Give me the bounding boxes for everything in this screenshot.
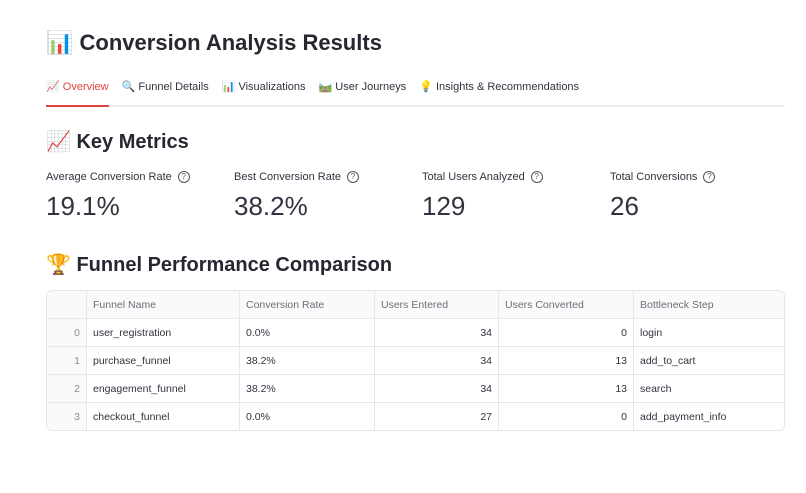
table-cell: engagement_funnel <box>87 375 240 403</box>
column-header[interactable]: Funnel Name <box>87 291 240 319</box>
column-header[interactable]: Conversion Rate <box>240 291 375 319</box>
metric-value: 129 <box>422 191 466 221</box>
tab-overview[interactable]: 📈 Overview <box>46 80 109 107</box>
table-cell: 38.2% <box>240 347 375 375</box>
funnel-comparison-table[interactable]: Funnel Name Conversion Rate Users Entered U… <box>46 290 785 431</box>
table-cell: 34 <box>375 375 499 403</box>
metric-best-conversion-rate: Best Conversion Rate? 38.2% <box>234 171 414 222</box>
row-index: 2 <box>47 375 87 403</box>
tab-insights[interactable]: 💡 Insights & Recommendations <box>419 81 580 93</box>
table-cell: 0 <box>499 319 634 347</box>
table-cell: login <box>634 319 784 347</box>
table-row[interactable]: 0 user_registration 0.0% 34 0 login <box>47 319 784 347</box>
row-index: 0 <box>47 319 87 347</box>
table-row[interactable]: 2 engagement_funnel 38.2% 34 13 search <box>47 375 784 403</box>
metric-label: Total Conversions <box>610 171 698 183</box>
metric-label: Average Conversion Rate <box>46 171 172 183</box>
tab-visualizations[interactable]: 📊 Visualizations <box>221 81 306 93</box>
tab-funnel-details[interactable]: 🔍 Funnel Details <box>121 81 209 93</box>
table-row[interactable]: 1 purchase_funnel 38.2% 34 13 add_to_cart <box>47 347 784 375</box>
metric-label: Total Users Analyzed <box>422 171 525 183</box>
table-cell: 13 <box>499 347 634 375</box>
column-header[interactable]: Users Converted <box>499 291 634 319</box>
column-header[interactable]: Bottleneck Step <box>634 291 784 319</box>
table-cell: 0.0% <box>240 403 375 430</box>
help-icon[interactable]: ? <box>177 171 190 183</box>
help-icon[interactable]: ? <box>703 171 716 183</box>
row-index: 1 <box>47 347 87 375</box>
tab-bar: 📈 Overview 🔍 Funnel Details 📊 Visualizat… <box>46 80 785 107</box>
magnifier-icon: 🔍 <box>121 81 136 93</box>
metric-total-users: Total Users Analyzed? 129 <box>422 171 602 222</box>
metric-value: 38.2% <box>234 191 308 221</box>
trophy-icon: 🏆 <box>46 254 71 276</box>
table-header-row: Funnel Name Conversion Rate Users Entered U… <box>47 291 784 319</box>
table-cell: 34 <box>375 347 499 375</box>
metric-label: Best Conversion Rate <box>234 171 341 183</box>
table-cell: 34 <box>375 319 499 347</box>
table-cell: add_to_cart <box>634 347 784 375</box>
metric-total-conversions: Total Conversions? 26 <box>610 171 790 222</box>
table-cell: user_registration <box>87 319 240 347</box>
railway-icon: 🛤️ <box>318 81 333 93</box>
help-icon[interactable]: ? <box>347 171 359 183</box>
row-index: 3 <box>47 403 87 430</box>
metric-value: 19.1% <box>46 191 120 221</box>
lightbulb-icon: 💡 <box>419 81 433 93</box>
table-cell: 38.2% <box>240 375 375 403</box>
comparison-heading: 🏆 Funnel Performance Comparison <box>46 254 393 276</box>
table-cell: add_payment_info <box>640 410 727 423</box>
help-icon[interactable]: ? <box>530 171 543 183</box>
table-cell: 13 <box>499 375 634 403</box>
table-cell: 0 <box>499 403 634 430</box>
page-title: 📊 Conversion Analysis Results <box>46 30 382 55</box>
key-metrics-heading: 📈 Key Metrics <box>46 131 189 153</box>
table-cell: purchase_funnel <box>87 347 240 375</box>
tab-user-journeys[interactable]: 🛤️ User Journeys <box>318 81 407 93</box>
column-header[interactable]: Users Entered <box>375 291 499 319</box>
metric-value: 26 <box>610 191 639 221</box>
table-cell: search <box>634 375 784 403</box>
chart-up-icon: 📈 <box>46 81 60 93</box>
metric-average-conversion-rate: Average Conversion Rate? 19.1% <box>46 171 226 222</box>
table-cell: 27 <box>375 403 499 430</box>
chart-up-icon: 📈 <box>46 131 71 153</box>
table-cell: 0.0% <box>240 319 375 347</box>
table-row[interactable]: 3 checkout_funnel 0.0% 27 0 add_payment_info <box>47 403 784 430</box>
table-cell: checkout_funnel <box>87 403 240 430</box>
bar-chart-icon: 📊 <box>221 81 236 93</box>
bar-chart-icon: 📊 <box>46 30 74 55</box>
column-header[interactable] <box>47 291 87 319</box>
